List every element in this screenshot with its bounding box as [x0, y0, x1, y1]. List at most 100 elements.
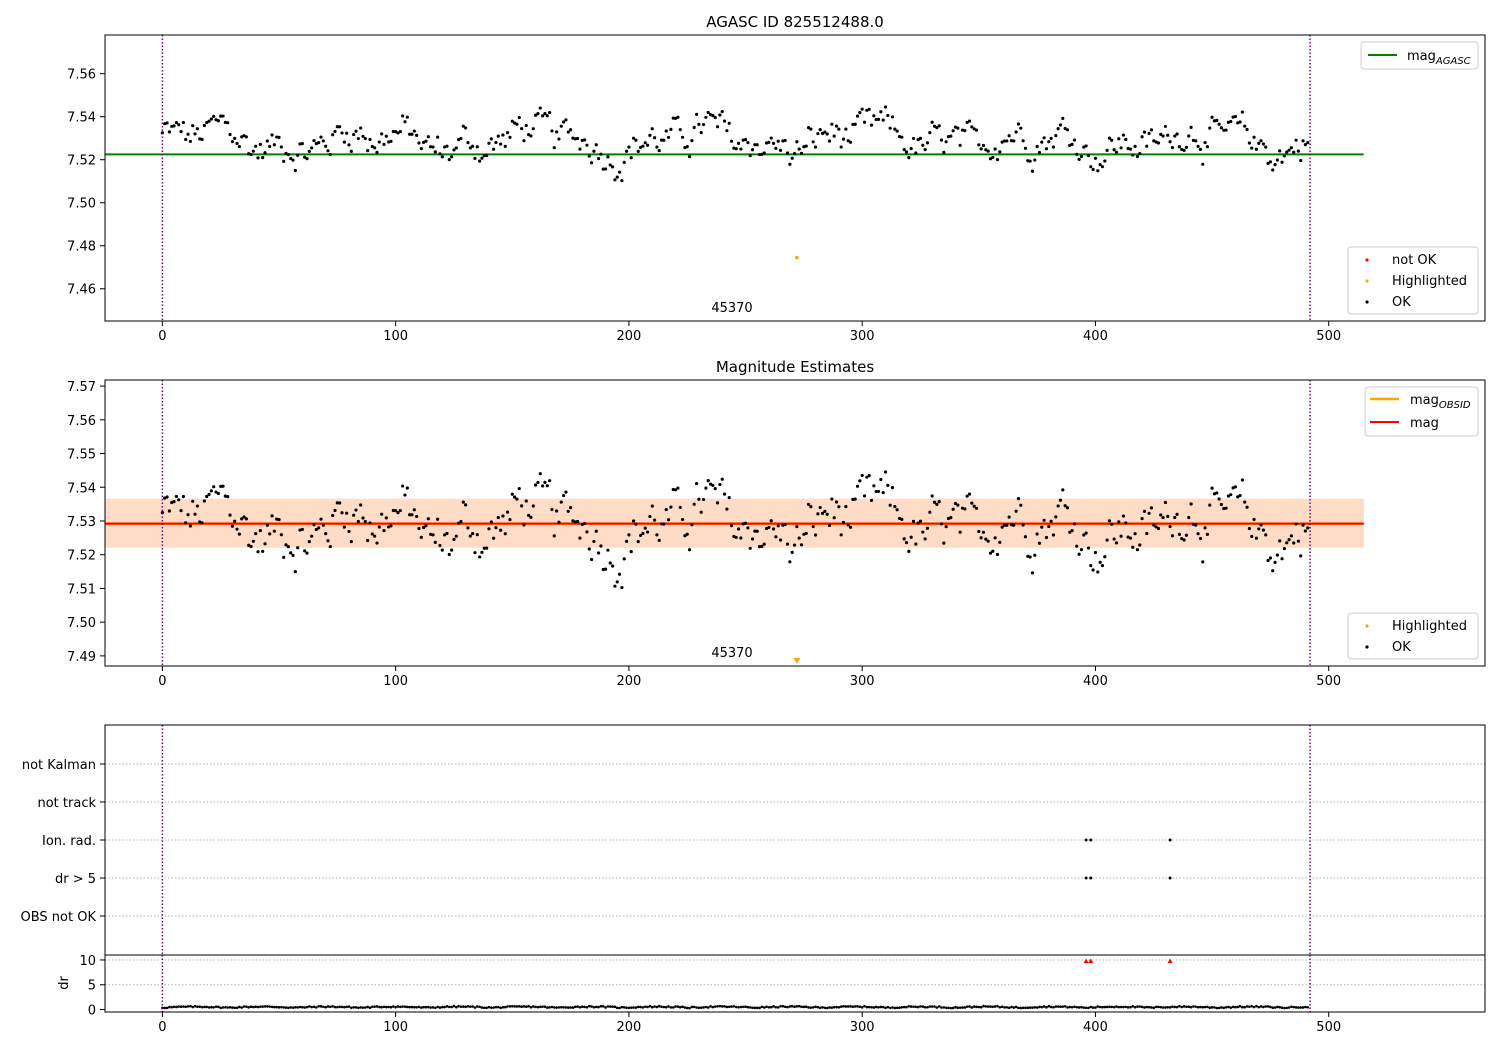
agasc-ytick-label-2: 7.50 — [67, 197, 96, 212]
estimate-ok-point — [195, 504, 199, 508]
dr-point — [331, 1004, 334, 1008]
dr-point — [1117, 1005, 1121, 1009]
estimate-ok-point — [347, 529, 351, 534]
dr-point — [291, 1006, 295, 1009]
dr-point — [737, 1005, 740, 1009]
estimate-ok-point — [489, 520, 493, 524]
agasc-ok-point — [177, 123, 181, 127]
estimate-ok-point — [296, 546, 300, 550]
flag-point — [1089, 876, 1093, 880]
estimate-ok-point — [790, 550, 794, 554]
dr-point — [492, 1006, 495, 1009]
dr-point — [888, 1006, 892, 1010]
dr-point — [1180, 1005, 1184, 1009]
estimate-ok-point — [956, 503, 960, 507]
estimate-ok-point — [317, 526, 321, 530]
estimate-ok-point — [1005, 523, 1009, 527]
agasc-ok-point — [1147, 131, 1151, 135]
dr-point — [625, 1006, 628, 1010]
estimate-ok-point — [746, 526, 750, 530]
dr-point — [604, 1006, 607, 1009]
dr-point — [905, 1005, 908, 1009]
estimate-ok-point — [321, 523, 325, 527]
estimate-ok-point — [624, 539, 629, 543]
agasc-ok-point — [321, 139, 325, 143]
dr-point — [268, 1005, 271, 1008]
dr-point — [210, 1005, 213, 1009]
agasc-ok-point — [1182, 148, 1186, 152]
estimate-ok-point — [1245, 505, 1249, 509]
dr-point — [671, 1006, 675, 1009]
agasc-ok-point — [503, 144, 507, 148]
estimate-ok-point — [1240, 478, 1245, 482]
estimate-ok-point — [680, 517, 685, 522]
dr-point — [263, 1005, 267, 1008]
estimate-ok-point — [834, 500, 839, 504]
estimate-ok-point — [272, 529, 276, 533]
dr-point — [655, 1005, 659, 1009]
estimate-ok-point — [1194, 523, 1198, 527]
agasc-ok-point — [1044, 147, 1049, 151]
agasc-ok-point — [1051, 145, 1056, 149]
agasc-ok-point — [757, 152, 762, 157]
estimate-ok-point — [249, 544, 253, 549]
estimate-ok-point — [603, 567, 608, 571]
dr-point — [746, 1005, 750, 1009]
estimate-ok-point — [601, 567, 605, 572]
agasc-ok-point — [1035, 144, 1039, 149]
dr-point — [583, 1005, 586, 1009]
dr-point — [427, 1005, 430, 1009]
dr-point — [434, 1006, 437, 1010]
estimate-ok-point — [202, 499, 206, 503]
agasc-ok-point — [797, 147, 801, 151]
dr-ytick-label-1: 5 — [88, 979, 96, 994]
dr-point — [1131, 1005, 1135, 1008]
agasc-ok-point — [415, 133, 419, 137]
dr-point — [1126, 1006, 1130, 1009]
estimate-ok-point — [1096, 570, 1100, 574]
estimate-ok-point — [939, 522, 944, 526]
dr-point — [441, 1005, 444, 1009]
dr-point — [622, 1006, 626, 1009]
agasc-ok-point — [650, 127, 654, 131]
estimate-ok-point — [1105, 538, 1109, 542]
estimate-ok-point — [785, 542, 790, 546]
dr-point — [345, 1005, 348, 1009]
estimate-ok-point — [377, 525, 381, 529]
dr-point — [247, 1006, 250, 1009]
estimate-ok-point — [1033, 553, 1037, 557]
dr-point — [587, 1004, 591, 1008]
estimate-ok-point — [666, 518, 671, 522]
agasc-ok-point — [445, 144, 449, 148]
estimate-ok-point — [326, 539, 330, 543]
agasc-ok-point — [606, 155, 610, 159]
dr-point — [804, 1005, 808, 1009]
estimate-ok-point — [981, 530, 986, 534]
flag-row-label-0: not Kalman — [22, 758, 96, 773]
agasc-ok-point — [1292, 150, 1296, 154]
dr-point — [590, 1005, 593, 1008]
dr-point — [277, 1006, 281, 1009]
agasc-ok-point — [788, 162, 792, 166]
agasc-ok-point — [1079, 154, 1084, 159]
agasc-ok-point — [1112, 148, 1116, 152]
dr-point — [233, 1006, 236, 1010]
dr-point — [802, 1005, 806, 1009]
estimate-ok-point — [650, 504, 654, 508]
estimate-ok-point — [825, 512, 829, 516]
agasc-ok-point — [454, 146, 458, 150]
agasc-ok-point — [949, 134, 953, 138]
dr-point — [1187, 1005, 1191, 1009]
agasc-ok-point — [811, 140, 815, 144]
estimate-ok-point — [235, 527, 239, 531]
agasc-ok-point — [809, 127, 813, 131]
estimate-ok-point — [627, 533, 631, 537]
dr-point — [914, 1005, 918, 1009]
agasc-ok-point — [1268, 160, 1272, 164]
dr-outlier-marker — [1167, 958, 1173, 963]
estimate-ok-point — [417, 526, 421, 531]
estimate-ok-point — [998, 540, 1002, 544]
dr-point — [1203, 1005, 1207, 1009]
agasc-ok-point — [1121, 133, 1126, 137]
agasc-ok-point — [1224, 128, 1228, 132]
